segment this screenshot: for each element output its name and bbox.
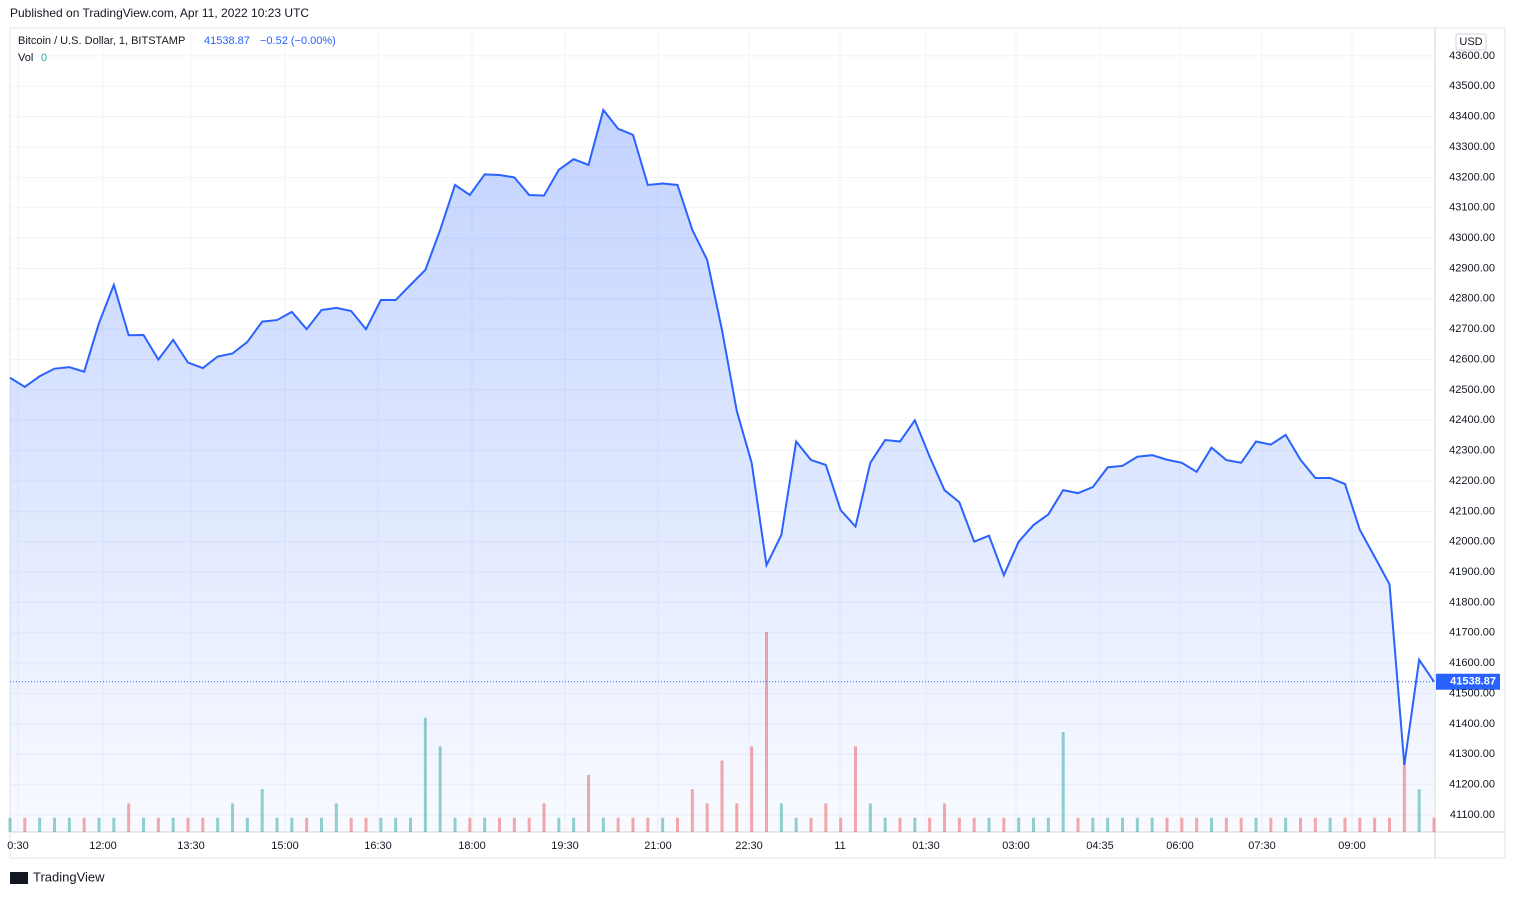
price-line: [9, 107, 1435, 766]
y-tick-label: 41600.00: [1449, 657, 1495, 669]
volume-value: 0: [41, 52, 47, 64]
x-tick-label: 19:30: [551, 840, 579, 852]
last-price-label: 41538.87: [1450, 676, 1496, 688]
y-tick-label: 41500.00: [1449, 687, 1495, 699]
y-tick-label: 41700.00: [1449, 627, 1495, 639]
y-tick-label: 42800.00: [1449, 293, 1495, 305]
currency-box[interactable]: [1455, 33, 1487, 51]
published: Published on TradingView.com, Apr 11, 20…: [10, 6, 309, 20]
x-tick-label: 01:30: [912, 840, 940, 852]
y-tick-label: 41300.00: [1449, 748, 1495, 760]
currency[interactable]: USD: [1459, 36, 1482, 48]
y-tick-label: 43200.00: [1449, 171, 1495, 183]
y-tick-label: 42400.00: [1449, 414, 1495, 426]
y-tick-label: 42300.00: [1449, 445, 1495, 457]
y-tick-label: 42900.00: [1449, 262, 1495, 274]
x-tick-label: 11: [834, 840, 845, 852]
y-tick-label: 41800.00: [1449, 596, 1495, 608]
x-tick-label: 13:30: [177, 840, 205, 852]
x-tick-label: 15:00: [271, 840, 299, 852]
y-tick-label: 42100.00: [1449, 505, 1495, 517]
y-tick-label: 42700.00: [1449, 323, 1495, 335]
y-tick-label: 42000.00: [1449, 536, 1495, 548]
x-tick-label: 12:00: [89, 840, 117, 852]
y-tick-label: 43500.00: [1449, 80, 1495, 92]
logo[interactable]: [10, 872, 28, 884]
area-fill: [10, 109, 1434, 832]
x-tick-label: 0:30: [7, 840, 28, 852]
y-tick-label: 41400.00: [1449, 718, 1495, 730]
x-tick-label: 06:00: [1166, 840, 1194, 852]
y-tick-label: 43000.00: [1449, 232, 1495, 244]
y-tick-label: 43100.00: [1449, 202, 1495, 214]
volume-label: Vol: [18, 52, 33, 64]
y-tick-label: 42200.00: [1449, 475, 1495, 487]
y-tick-label: 43600.00: [1449, 50, 1495, 62]
symbol: Bitcoin / U.S. Dollar, 1, BITSTAMP: [18, 35, 185, 47]
x-tick-label: 16:30: [364, 840, 392, 852]
y-tick-label: 41100.00: [1450, 809, 1495, 821]
y-tick-label: 43400.00: [1449, 111, 1495, 123]
y-tick-label: 43300.00: [1449, 141, 1495, 153]
x-tick-label: 09:00: [1338, 840, 1366, 852]
x-tick-label: 03:00: [1002, 840, 1030, 852]
last-price-box: [1436, 673, 1500, 690]
y-tick-label: 41900.00: [1449, 566, 1495, 578]
x-tick-label: 04:35: [1086, 840, 1114, 852]
brand[interactable]: TradingView: [33, 869, 105, 884]
x-tick-label: 21:00: [644, 840, 672, 852]
x-tick-label: 07:30: [1248, 840, 1276, 852]
y-tick-label: 42600.00: [1449, 353, 1495, 365]
y-tick-label: 41200.00: [1449, 779, 1495, 791]
change: −0.52 (−0.00%): [260, 35, 336, 47]
x-tick-label: 22:30: [735, 840, 763, 852]
y-tick-label: 42500.00: [1449, 384, 1495, 396]
x-tick-label: 18:00: [458, 840, 486, 852]
last-price: 41538.87: [204, 35, 250, 47]
